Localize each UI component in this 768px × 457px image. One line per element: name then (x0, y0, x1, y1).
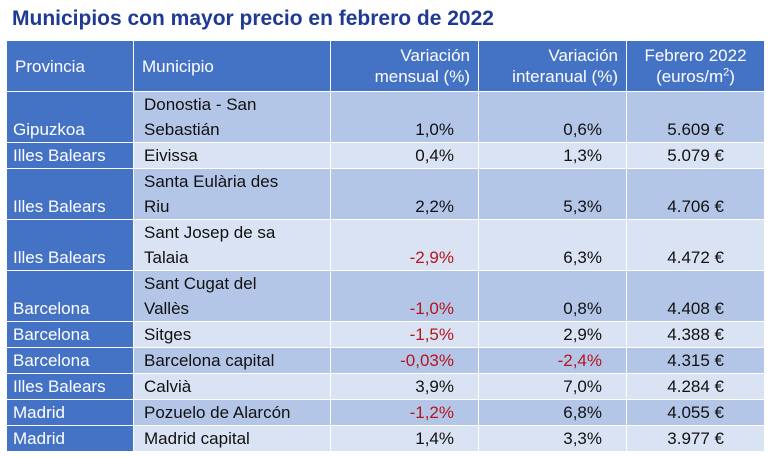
cell-variacion-mensual: 2,2% (330, 168, 479, 220)
header-precio: Febrero 2022 (euros/m2) (626, 40, 765, 92)
cell-precio: 3.977 € (626, 425, 765, 452)
table-row: Barcelona Sitges -1,5% 2,9% 4.388 € (6, 321, 765, 348)
header-variacion-mensual: Variación mensual (%) (330, 40, 479, 92)
cell-precio: 4.472 € (626, 219, 765, 271)
header-variacion-interanual: Variación interanual (%) (478, 40, 627, 92)
municipio-line1: Santa Eulària des (144, 172, 279, 191)
cell-municipio: Sant Cugat del Vallès (133, 270, 331, 322)
header-precio-close: ) (729, 67, 735, 86)
municipio-line1: Barcelona capital (144, 351, 275, 370)
cell-provincia: Illes Balears (6, 142, 134, 169)
cell-provincia: Illes Balears (6, 373, 134, 400)
cell-municipio: Eivissa (133, 142, 331, 169)
cell-precio: 5.609 € (626, 91, 765, 143)
cell-variacion-interanual: 6,8% (478, 399, 627, 426)
table-row: Gipuzkoa Donostia - San Sebastián 1,0% 0,6% 5… (6, 91, 765, 143)
cell-provincia: Gipuzkoa (6, 91, 134, 143)
cell-precio: 4.706 € (626, 168, 765, 220)
cell-variacion-interanual: 2,9% (478, 321, 627, 348)
municipio-line1: Calvià (144, 377, 192, 396)
header-precio-unit: (euros/m (656, 67, 724, 86)
municipio-line1: Eivissa (144, 146, 198, 165)
table-row: Illes Balears Calvià 3,9% 7,0% 4.284 € (6, 373, 765, 400)
header-municipio: Municipio (133, 40, 331, 92)
header-precio-sup: 2 (723, 66, 730, 79)
cell-precio: 4.055 € (626, 399, 765, 426)
table-row: Barcelona Sant Cugat del Vallès -1,0% 0,8% 4.… (6, 270, 765, 322)
cell-variacion-mensual: -1,0% (330, 270, 479, 322)
municipio-line1: Pozuelo de Alarcón (144, 403, 291, 422)
municipio-line1: Sant Josep de sa (144, 223, 276, 242)
table-row: Madrid Madrid capital 1,4% 3,3% 3.977 € (6, 425, 765, 452)
cell-provincia: Barcelona (6, 321, 134, 348)
cell-variacion-interanual: 7,0% (478, 373, 627, 400)
cell-precio: 4.408 € (626, 270, 765, 322)
municipio-line2: Riu (144, 197, 170, 216)
table-row: Illes Balears Sant Josep de sa Talaia -2,9%… (6, 219, 765, 271)
prices-table: Provincia Municipio Variación mensual (%… (6, 40, 765, 452)
cell-variacion-mensual: 1,0% (330, 91, 479, 143)
header-provincia: Provincia (6, 40, 134, 92)
header-row: Provincia Municipio Variación mensual (%… (6, 40, 765, 92)
municipio-line1: Madrid capital (144, 429, 250, 448)
cell-municipio: Sant Josep de sa Talaia (133, 219, 331, 271)
cell-variacion-interanual: 5,3% (478, 168, 627, 220)
cell-municipio: Calvià (133, 373, 331, 400)
cell-municipio: Donostia - San Sebastián (133, 91, 331, 143)
table-row: Illes Balears Santa Eulària des Riu 2,2% 5,3… (6, 168, 765, 220)
cell-municipio: Sitges (133, 321, 331, 348)
cell-variacion-mensual: -1,5% (330, 321, 479, 348)
cell-municipio: Santa Eulària des Riu (133, 168, 331, 220)
municipio-line2: Sebastián (144, 120, 220, 139)
municipio-line1: Sitges (144, 325, 192, 344)
cell-variacion-interanual: 0,6% (478, 91, 627, 143)
table-row: Barcelona Barcelona capital -0,03% -2,4% 4.3… (6, 347, 765, 374)
cell-variacion-interanual: 3,3% (478, 425, 627, 452)
cell-variacion-mensual: 0,4% (330, 142, 479, 169)
table-row: Madrid Pozuelo de Alarcón -1,2% 6,8% 4.055 € (6, 399, 765, 426)
cell-precio: 5.079 € (626, 142, 765, 169)
cell-precio: 4.315 € (626, 347, 765, 374)
cell-municipio: Madrid capital (133, 425, 331, 452)
cell-variacion-interanual: 1,3% (478, 142, 627, 169)
cell-municipio: Pozuelo de Alarcón (133, 399, 331, 426)
table-row: Illes Balears Eivissa 0,4% 1,3% 5.079 € (6, 142, 765, 169)
cell-provincia: Illes Balears (6, 219, 134, 271)
cell-variacion-interanual: 6,3% (478, 219, 627, 271)
municipio-line1: Donostia - San (144, 95, 257, 114)
cell-provincia: Illes Balears (6, 168, 134, 220)
cell-variacion-mensual: 3,9% (330, 373, 479, 400)
cell-precio: 4.388 € (626, 321, 765, 348)
cell-variacion-mensual: 1,4% (330, 425, 479, 452)
municipio-line1: Sant Cugat del (144, 274, 257, 293)
cell-precio: 4.284 € (626, 373, 765, 400)
cell-variacion-mensual: -2,9% (330, 219, 479, 271)
cell-variacion-mensual: -1,2% (330, 399, 479, 426)
header-precio-line1: Febrero 2022 (644, 46, 747, 65)
municipio-line2: Vallès (144, 299, 190, 318)
cell-variacion-interanual: 0,8% (478, 270, 627, 322)
page-title: Municipios con mayor precio en febrero d… (12, 7, 494, 30)
cell-variacion-interanual: -2,4% (478, 347, 627, 374)
cell-municipio: Barcelona capital (133, 347, 331, 374)
cell-provincia: Madrid (6, 399, 134, 426)
cell-provincia: Barcelona (6, 270, 134, 322)
cell-provincia: Madrid (6, 425, 134, 452)
cell-provincia: Barcelona (6, 347, 134, 374)
cell-variacion-mensual: -0,03% (330, 347, 479, 374)
municipio-line2: Talaia (144, 248, 189, 267)
